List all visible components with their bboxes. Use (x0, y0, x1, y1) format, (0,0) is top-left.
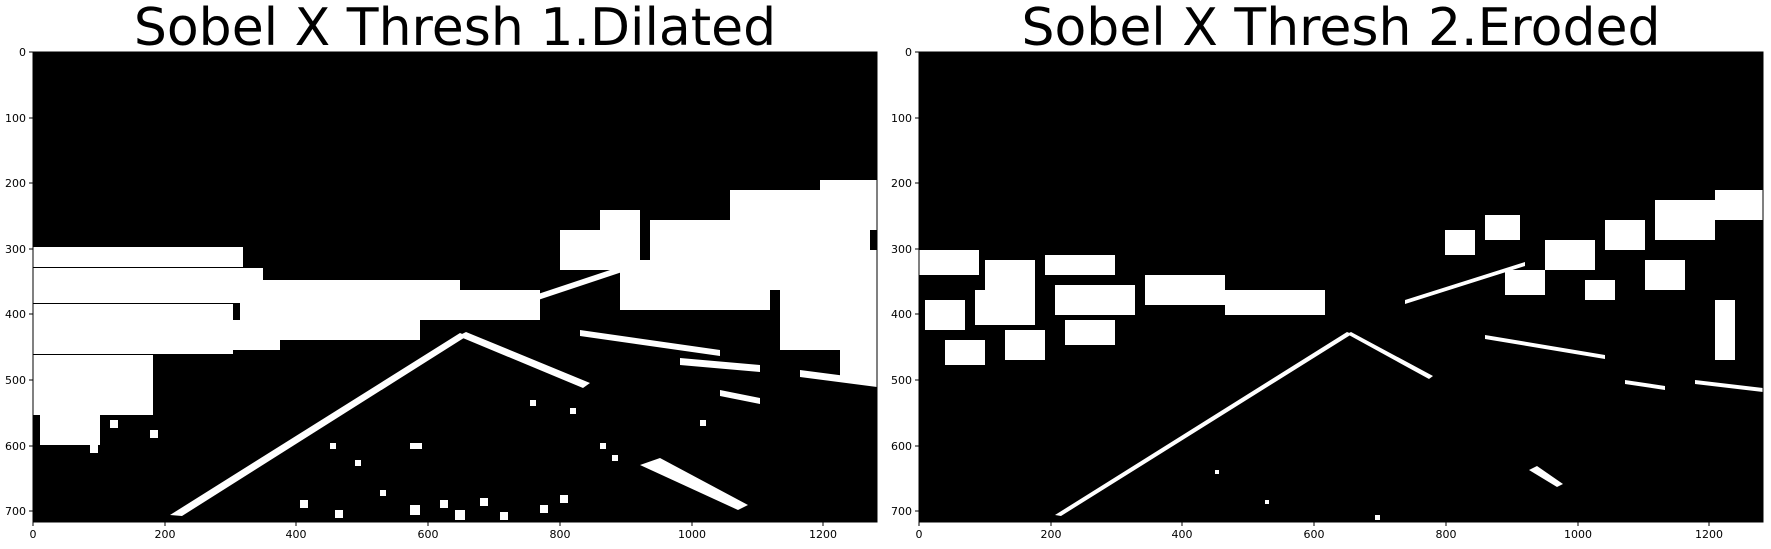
y-tick-label: 200 (5, 177, 26, 190)
x-tick-label: 1200 (809, 528, 837, 541)
x-tick-label: 600 (418, 528, 439, 541)
x-tick-label: 400 (1172, 528, 1193, 541)
panel-eroded: Sobel X Thresh 2.Eroded (885, 0, 1771, 549)
y-tick-label: 600 (5, 440, 26, 453)
panel-title: Sobel X Thresh 1.Dilated (133, 0, 777, 58)
eroded-white-pixels (919, 190, 1763, 520)
x-tick-label: 800 (550, 528, 571, 541)
x-tick-label: 0 (916, 528, 923, 541)
panel-title: Sobel X Thresh 2.Eroded (1021, 0, 1661, 58)
dilated-white-pixels (33, 180, 877, 520)
y-tick-label: 100 (5, 112, 26, 125)
x-tick-label: 1000 (678, 528, 706, 541)
y-tick-label: 400 (891, 308, 912, 321)
x-tick-label: 200 (1041, 528, 1062, 541)
y-tick-label: 100 (891, 112, 912, 125)
y-tick-label: 500 (891, 374, 912, 387)
x-tick-label: 1200 (1695, 528, 1723, 541)
panel-dilated: Sobel X Thresh 1.Dilated (0, 0, 885, 549)
x-tick-label: 600 (1304, 528, 1325, 541)
x-tick-label: 800 (1436, 528, 1457, 541)
y-tick-label: 300 (5, 243, 26, 256)
x-tick-label: 1000 (1564, 528, 1592, 541)
y-axis-ticks: 0 100 200 300 400 500 600 700 (5, 46, 33, 518)
y-tick-label: 400 (5, 308, 26, 321)
x-axis-ticks: 0 200 400 600 800 1000 1200 (916, 522, 1723, 541)
x-axis-ticks: 0 200 400 600 800 1000 1200 (30, 522, 837, 541)
y-axis-ticks: 0 100 200 300 400 500 600 700 (891, 46, 919, 518)
y-tick-label: 0 (19, 46, 26, 59)
y-tick-label: 700 (891, 505, 912, 518)
dilated-image-axes: 0 200 400 600 800 1000 1200 0 100 200 30… (5, 46, 878, 541)
y-tick-label: 200 (891, 177, 912, 190)
y-tick-label: 700 (5, 505, 26, 518)
y-tick-label: 500 (5, 374, 26, 387)
x-tick-label: 400 (286, 528, 307, 541)
y-tick-label: 0 (905, 46, 912, 59)
eroded-image-axes: 0 200 400 600 800 1000 1200 0 100 200 30… (891, 46, 1764, 541)
eroded-binary-image (919, 52, 1763, 522)
y-tick-label: 300 (891, 243, 912, 256)
y-tick-label: 600 (891, 440, 912, 453)
x-tick-label: 0 (30, 528, 37, 541)
x-tick-label: 200 (155, 528, 176, 541)
